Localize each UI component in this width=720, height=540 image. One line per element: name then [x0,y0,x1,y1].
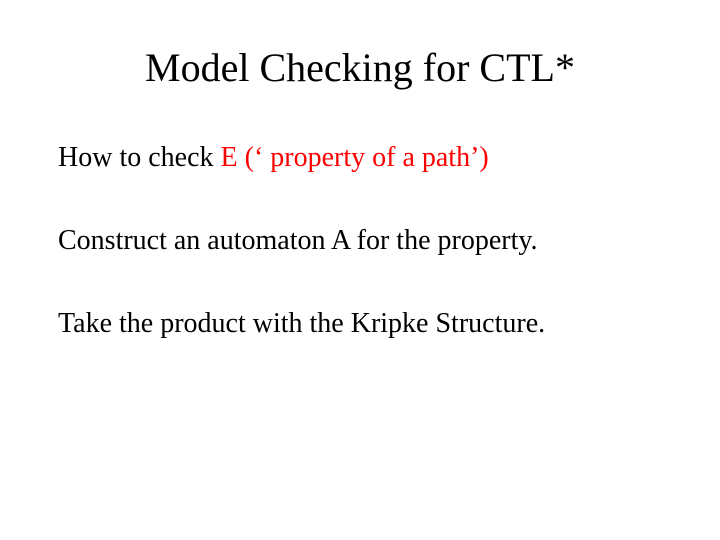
body-line-1: How to check E (‘ property of a path’) [58,140,662,175]
body-line-2: Construct an automaton A for the propert… [58,223,662,258]
slide: Model Checking for CTL* How to check E (… [0,0,720,540]
line1-prefix: How to check [58,142,221,173]
slide-body: How to check E (‘ property of a path’) C… [58,140,662,341]
body-line-3: Take the product with the Kripke Structu… [58,306,662,341]
line1-formula: E (‘ property of a path’) [221,142,489,173]
slide-title: Model Checking for CTL* [0,46,720,90]
